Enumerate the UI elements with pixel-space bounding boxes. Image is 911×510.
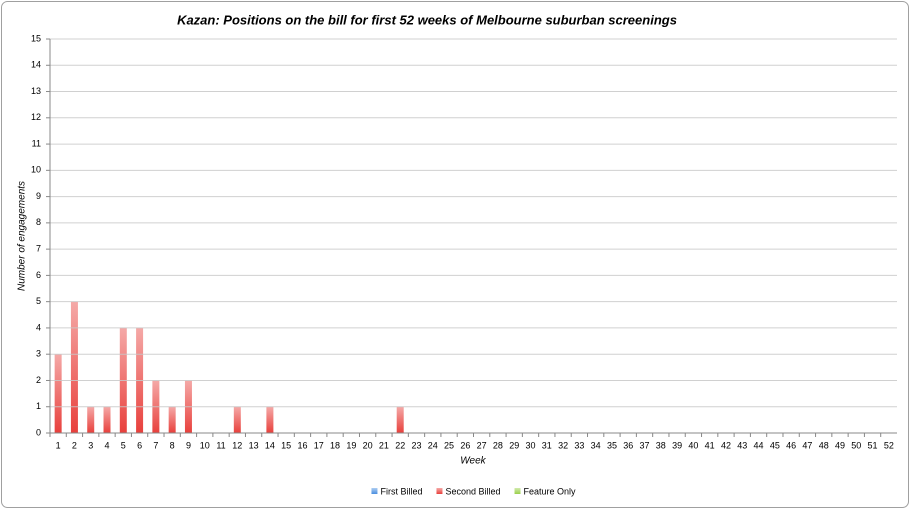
x-tick-label: 24 [428, 440, 438, 450]
x-tick-label: 40 [688, 440, 698, 450]
x-tick-label: 17 [314, 440, 324, 450]
x-tick-label: 28 [493, 440, 503, 450]
x-tick-label: 7 [153, 440, 158, 450]
y-tick-label: 1 [36, 401, 41, 411]
x-tick-label: 48 [819, 440, 829, 450]
legend-swatch [514, 488, 521, 494]
bar [396, 406, 404, 433]
x-tick-label: 50 [851, 440, 861, 450]
bar [54, 354, 62, 433]
x-tick-label: 29 [509, 440, 519, 450]
legend-label: Feature Only [524, 486, 577, 496]
y-tick-label: 14 [31, 60, 41, 70]
x-tick-label: 47 [802, 440, 812, 450]
x-tick-label: 14 [265, 440, 275, 450]
y-tick-label: 10 [31, 165, 41, 175]
x-tick-label: 35 [607, 440, 617, 450]
bar [233, 406, 241, 433]
bar [87, 406, 95, 433]
y-tick-label: 6 [36, 270, 41, 280]
x-tick-label: 5 [121, 440, 126, 450]
x-tick-label: 15 [281, 440, 291, 450]
x-tick-label: 45 [770, 440, 780, 450]
x-tick-label: 8 [170, 440, 175, 450]
legend-swatch [371, 488, 378, 494]
x-tick-label: 34 [591, 440, 601, 450]
y-tick-label: 11 [32, 138, 41, 148]
x-tick-label: 52 [884, 440, 894, 450]
x-tick-label: 43 [737, 440, 747, 450]
x-tick-label: 39 [672, 440, 682, 450]
x-tick-label: 6 [137, 440, 142, 450]
y-axis-title: Number of engagements [17, 181, 28, 291]
x-tick-label: 3 [88, 440, 93, 450]
x-tick-label: 21 [379, 440, 389, 450]
x-tick-label: 22 [395, 440, 405, 450]
bar [266, 406, 274, 433]
x-tick-label: 42 [721, 440, 731, 450]
y-tick-label: 13 [31, 86, 41, 96]
x-tick-label: 38 [656, 440, 666, 450]
x-tick-label: 31 [542, 440, 552, 450]
y-tick-label: 8 [36, 217, 41, 227]
x-tick-label: 2 [72, 440, 77, 450]
x-tick-label: 25 [444, 440, 454, 450]
x-tick-label: 30 [526, 440, 536, 450]
x-tick-label: 1 [56, 440, 61, 450]
y-tick-label: 3 [36, 349, 41, 359]
x-tick-label: 26 [460, 440, 470, 450]
x-tick-label: 44 [754, 440, 764, 450]
x-tick-label: 27 [477, 440, 487, 450]
y-tick-label: 9 [36, 191, 41, 201]
legend-label: First Billed [380, 486, 422, 496]
x-tick-label: 49 [835, 440, 845, 450]
x-tick-label: 32 [558, 440, 568, 450]
y-tick-label: 0 [36, 427, 41, 437]
x-tick-label: 4 [105, 440, 110, 450]
y-tick-label: 7 [36, 244, 41, 254]
x-tick-label: 11 [216, 440, 225, 450]
y-tick-label: 15 [31, 33, 41, 43]
bar [103, 406, 111, 433]
x-tick-label: 23 [411, 440, 421, 450]
x-tick-label: 41 [705, 440, 715, 450]
legend-label: Second Billed [445, 486, 500, 496]
legend-swatch [436, 488, 443, 494]
chart-title: Kazan: Positions on the bill for first 5… [177, 12, 677, 27]
y-tick-label: 2 [36, 375, 41, 385]
bar [168, 406, 176, 433]
x-tick-label: 33 [574, 440, 584, 450]
bar [70, 301, 78, 433]
x-tick-label: 19 [346, 440, 356, 450]
x-tick-label: 20 [363, 440, 373, 450]
x-tick-label: 10 [200, 440, 210, 450]
y-tick-label: 12 [31, 112, 41, 122]
x-tick-label: 16 [297, 440, 307, 450]
y-tick-label: 5 [36, 296, 41, 306]
y-tick-label: 4 [36, 322, 41, 332]
x-tick-label: 12 [232, 440, 242, 450]
x-tick-label: 9 [186, 440, 191, 450]
x-tick-label: 46 [786, 440, 796, 450]
x-axis-title: Week [460, 456, 486, 467]
x-tick-label: 37 [640, 440, 650, 450]
x-tick-label: 51 [868, 440, 878, 450]
x-tick-label: 18 [330, 440, 340, 450]
x-tick-label: 13 [249, 440, 259, 450]
x-tick-label: 36 [623, 440, 633, 450]
